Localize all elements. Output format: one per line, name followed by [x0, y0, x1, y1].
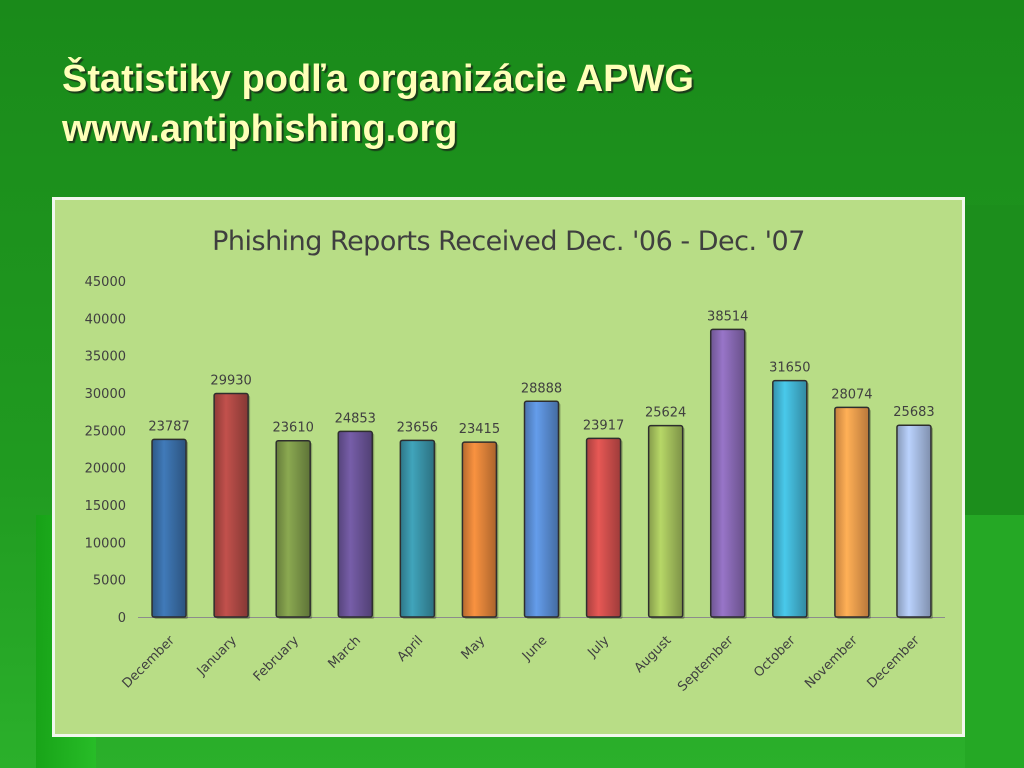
bar [337, 430, 374, 618]
bar [461, 441, 498, 618]
x-tick-label: May [459, 633, 489, 663]
data-label: 23415 [459, 422, 500, 437]
chart-area: Phishing Reports Received Dec. '06 - Dec… [55, 200, 962, 734]
y-tick-label: 10000 [85, 536, 126, 551]
data-label: 31650 [769, 361, 810, 376]
data-label: 24853 [335, 411, 376, 426]
background-stripe-right [965, 205, 1024, 515]
y-tick-label: 15000 [85, 499, 126, 514]
slide-title: Štatistiky podľa organizácie APWG www.an… [62, 54, 694, 154]
data-label: 23656 [397, 420, 438, 435]
data-label: 25683 [893, 405, 934, 420]
bar [896, 424, 932, 618]
x-tick-label: October [751, 633, 799, 681]
data-label: 23610 [273, 421, 314, 436]
data-label: 38514 [707, 309, 748, 324]
bar [585, 437, 622, 618]
bar [772, 379, 808, 618]
x-tick-label: February [251, 633, 303, 685]
chart-title: Phishing Reports Received Dec. '06 - Dec… [212, 226, 805, 257]
y-tick-label: 35000 [85, 350, 126, 365]
bar [213, 392, 249, 618]
data-label: 25624 [645, 406, 686, 421]
x-tick-label: November [802, 633, 861, 692]
y-tick-label: 45000 [85, 275, 126, 290]
chart-frame: Phishing Reports Received Dec. '06 - Dec… [52, 197, 965, 737]
data-label: 23787 [148, 419, 189, 434]
bar [399, 439, 436, 618]
x-tick-label: July [585, 633, 613, 661]
x-tick-label: June [519, 633, 550, 664]
bar [275, 439, 311, 618]
x-tick-label: August [632, 633, 675, 676]
bar [709, 328, 746, 618]
x-tick-label: January [194, 633, 240, 679]
bar [523, 400, 560, 618]
data-label: 28888 [521, 381, 562, 396]
y-tick-label: 40000 [85, 312, 126, 327]
x-tick-label: December [865, 633, 924, 692]
y-tick-label: 5000 [93, 574, 126, 589]
y-tick-label: 25000 [85, 424, 126, 439]
x-tick-label: September [675, 633, 737, 695]
bar-chart: 0 5000 10000 15000 20000 25000 30000 35000 40000… [85, 275, 945, 695]
bar [834, 406, 870, 618]
data-label: 28074 [831, 387, 872, 402]
background-stripe-right-lower [965, 515, 1024, 768]
data-label: 23917 [583, 418, 624, 433]
x-tick-label: March [325, 633, 364, 672]
y-tick-label: 20000 [85, 462, 126, 477]
slide-title-line2: www.antiphishing.org [62, 108, 458, 150]
y-tick-label: 0 [118, 611, 126, 626]
x-tick-label: December [120, 633, 179, 692]
y-tick-label: 30000 [85, 387, 126, 402]
slide-title-line1: Štatistiky podľa organizácie APWG [62, 58, 694, 100]
data-label: 29930 [210, 374, 251, 389]
bar [151, 438, 187, 618]
bar [647, 424, 684, 618]
x-tick-label: April [395, 633, 427, 665]
